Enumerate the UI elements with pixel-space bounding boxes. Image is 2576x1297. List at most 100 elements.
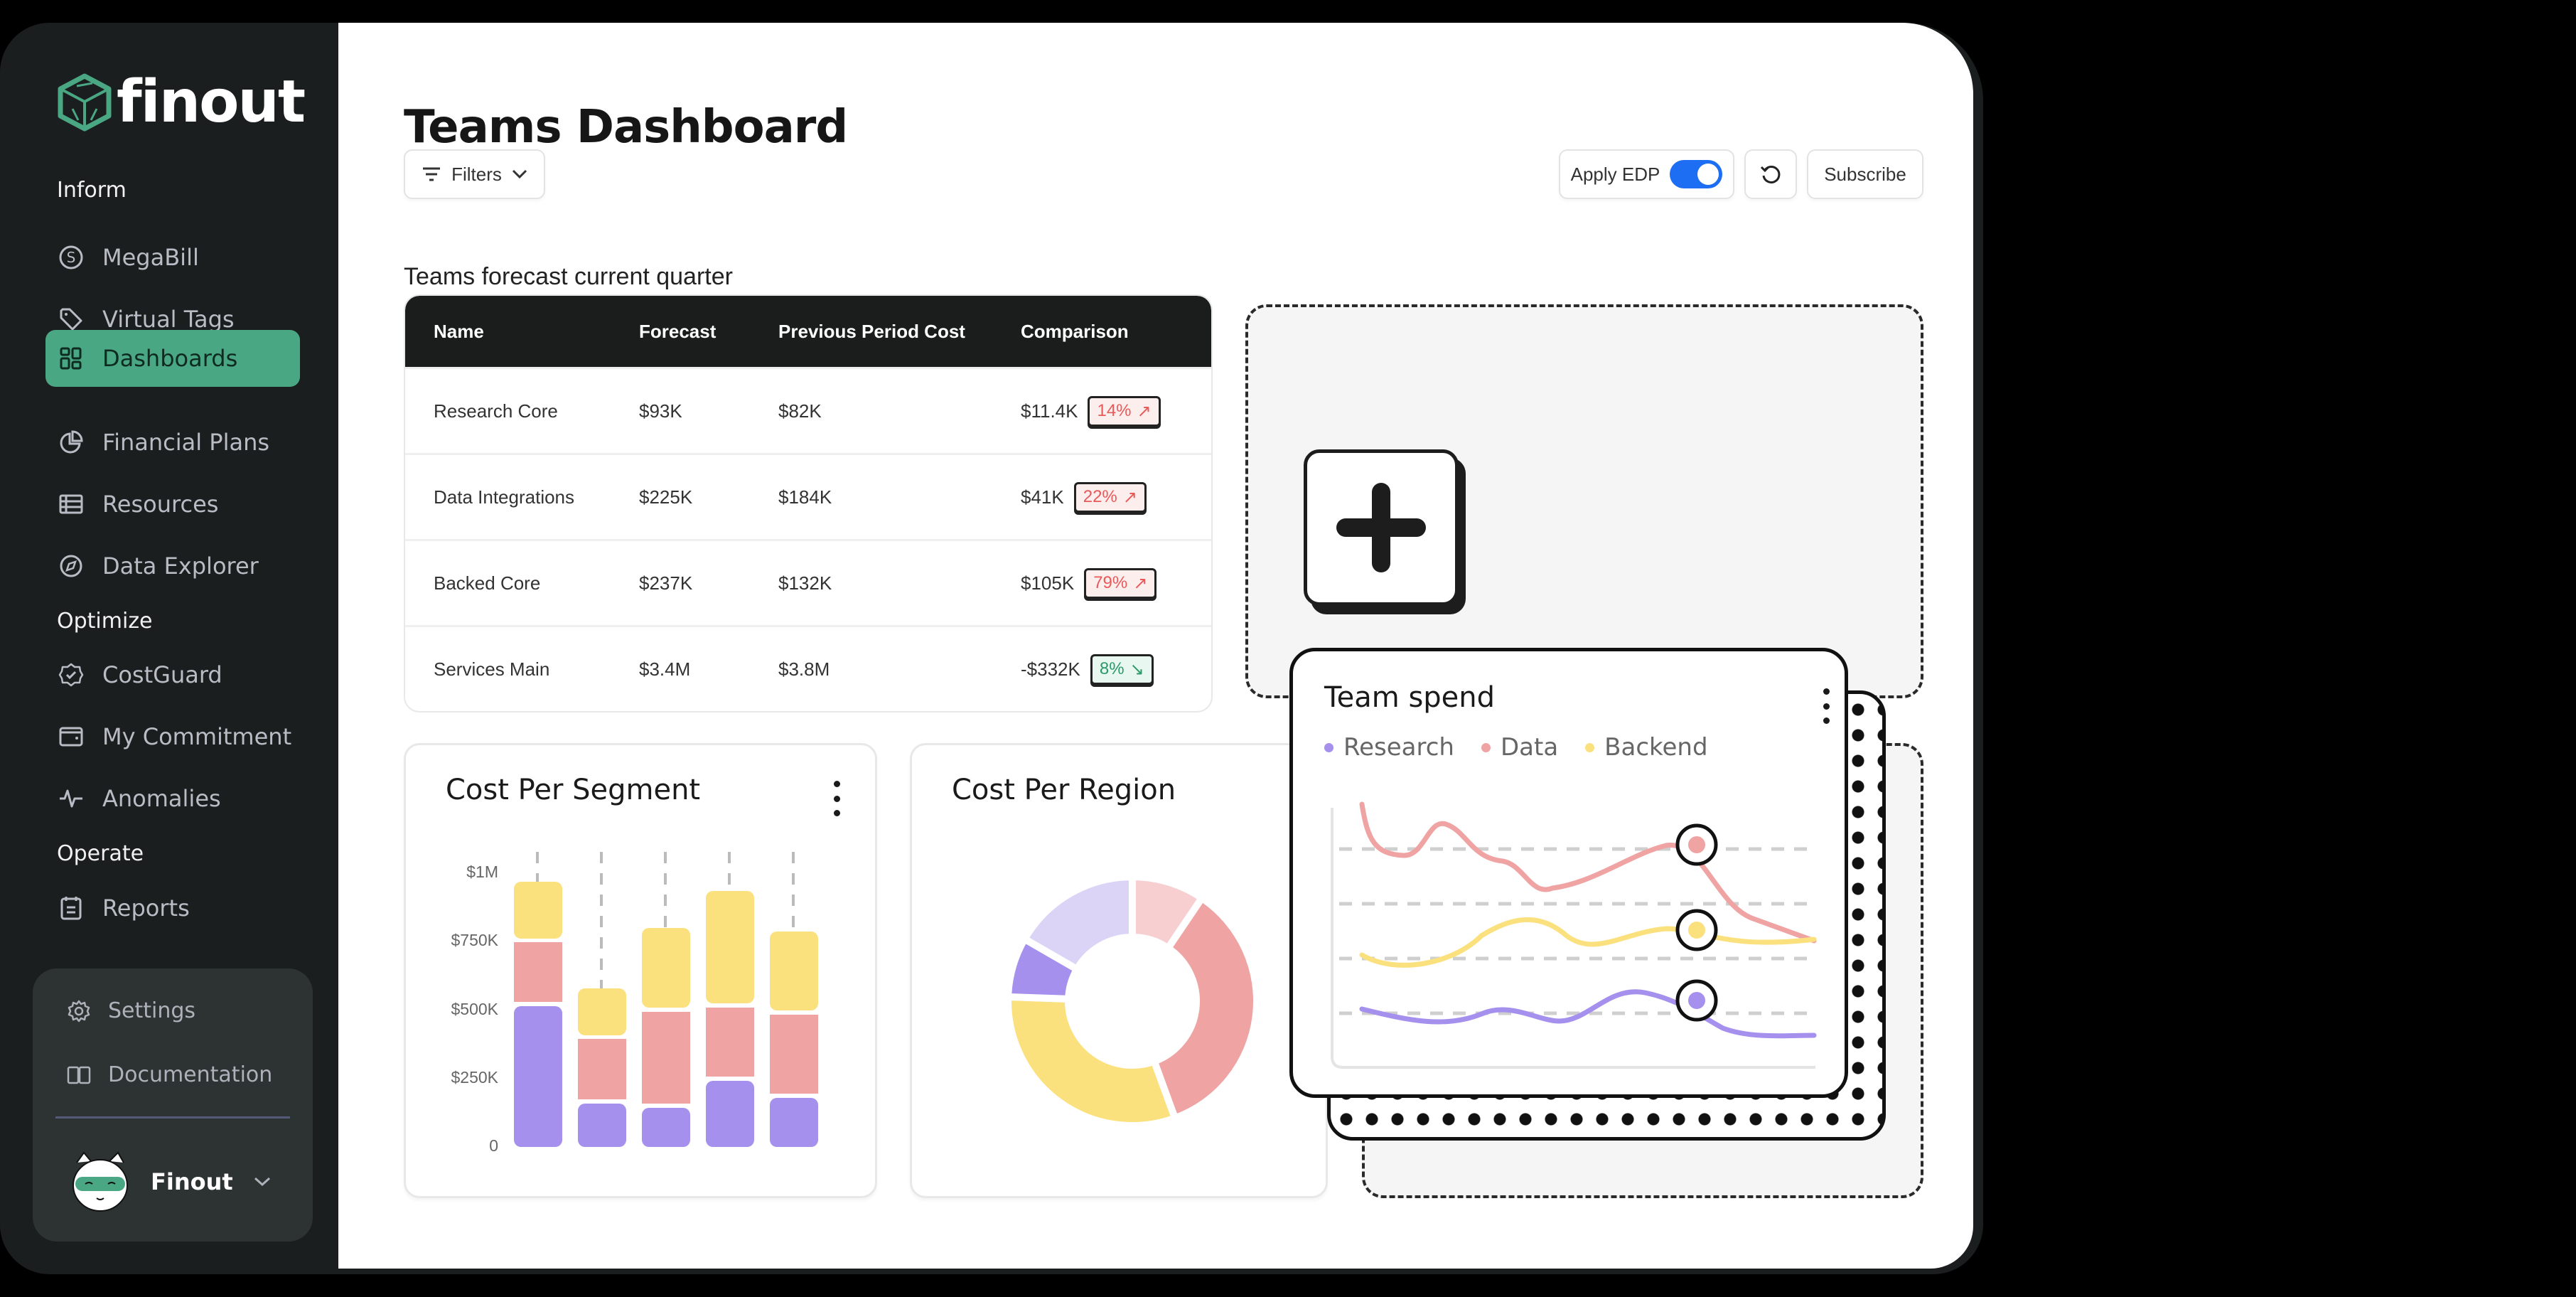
sidebar-item-financial-plans[interactable]: Financial Plans <box>45 414 300 471</box>
team-name: Data Integrations <box>434 486 575 508</box>
gear-icon <box>68 1000 90 1022</box>
sidebar-item-label: Resources <box>102 491 219 518</box>
column-header-comparison[interactable]: Comparison <box>1021 320 1129 342</box>
arrow-up-right-icon: ↗ <box>1137 401 1152 421</box>
sidebar-item-data-explorer[interactable]: Data Explorer <box>45 538 300 594</box>
sidebar-item-my-commitment[interactable]: My Commitment <box>45 708 300 765</box>
legend-item-research[interactable]: Research <box>1324 733 1454 762</box>
table-row[interactable]: Research Core $93K $82K $11.4K 14% ↗ <box>405 367 1211 453</box>
previous-value: $82K <box>778 400 822 422</box>
forecast-value: $93K <box>639 400 682 422</box>
forecast-value: $3.4M <box>639 658 691 680</box>
profile-menu[interactable]: Finout <box>70 1150 272 1214</box>
legend-item-data[interactable]: Data <box>1481 733 1558 762</box>
stacked-bar-chart: $1M $750K $500K $250K 0 <box>451 852 818 1155</box>
y-tick-250k: $250K <box>451 1068 498 1087</box>
column-header-previous[interactable]: Previous Period Cost <box>778 320 965 342</box>
column-header-name[interactable]: Name <box>434 320 484 342</box>
divider <box>55 1116 290 1119</box>
comparison-cell: $105K 79% ↗ <box>1021 567 1211 599</box>
arrow-up-right-icon: ↗ <box>1133 573 1148 593</box>
settings-link[interactable]: Settings <box>67 998 195 1023</box>
arrow-up-right-icon: ↗ <box>1122 487 1137 507</box>
sidebar-item-anomalies[interactable]: Anomalies <box>45 770 300 827</box>
settings-label: Settings <box>108 998 196 1023</box>
add-widget-button[interactable] <box>1304 449 1459 606</box>
y-tick-500k: $500K <box>451 1000 498 1018</box>
apply-edp-label: Apply EDP <box>1570 163 1660 185</box>
table-row[interactable]: Backed Core $237K $132K $105K 79% ↗ <box>405 539 1211 625</box>
card-title: Team spend <box>1324 681 1496 714</box>
highlight-markers <box>1675 823 1718 1022</box>
previous-value: $132K <box>778 572 832 594</box>
brand-name: finout <box>117 68 306 136</box>
forecast-section-title: Teams forecast current quarter <box>404 263 733 290</box>
sidebar-item-virtual-tags[interactable]: Virtual Tags <box>45 291 300 348</box>
sidebar-bottom-panel: Settings Documentation Finout <box>33 968 313 1242</box>
sidebar-item-reports[interactable]: Reports <box>45 880 300 936</box>
sidebar-item-costguard[interactable]: CostGuard <box>45 646 300 703</box>
sidebar-item-megabill[interactable]: S MegaBill <box>45 229 300 286</box>
forecast-value: $225K <box>639 486 693 508</box>
legend-item-backend[interactable]: Backend <box>1585 733 1708 762</box>
column-header-forecast[interactable]: Forecast <box>639 320 717 342</box>
badge-check-icon <box>57 661 85 689</box>
comparison-cell: $11.4K 14% ↗ <box>1021 395 1211 427</box>
filters-button[interactable]: Filters <box>404 149 545 199</box>
wallet-icon <box>57 722 85 751</box>
comparison-cell: -$332K 8% ↘ <box>1021 653 1211 685</box>
change-badge: 8% ↘ <box>1090 653 1154 685</box>
app-window: finout Inform S MegaBill Virtual Tags Da… <box>0 23 1983 1274</box>
main-content: Teams Dashboard Filters Apply EDP Subscr… <box>338 23 1973 1269</box>
page-title: Teams Dashboard <box>404 101 848 154</box>
filters-label: Filters <box>451 163 502 185</box>
legend-dot <box>1481 742 1491 752</box>
refresh-icon <box>1760 165 1781 183</box>
arrow-down-right-icon: ↘ <box>1129 659 1144 679</box>
subscribe-label: Subscribe <box>1824 163 1906 185</box>
sidebar-item-resources[interactable]: Resources <box>45 476 300 533</box>
chevron-down-icon <box>512 169 527 179</box>
legend-dot <box>1324 742 1333 752</box>
forecast-table: Name Forecast Previous Period Cost Compa… <box>404 294 1213 712</box>
table-row[interactable]: Services Main $3.4M $3.8M -$332K 8% ↘ <box>405 625 1211 711</box>
section-optimize: Optimize <box>57 609 153 634</box>
y-tick-0: 0 <box>489 1136 498 1155</box>
chart-legend: Research Data Backend <box>1324 733 1708 762</box>
sidebar-item-dashboards[interactable]: Dashboards <box>45 330 300 387</box>
team-name: Services Main <box>434 658 550 680</box>
list-table-icon <box>57 490 85 518</box>
pulse-icon <box>57 784 85 813</box>
change-pct: 8% <box>1099 659 1125 678</box>
donut-chart <box>1004 872 1260 1129</box>
documentation-link[interactable]: Documentation <box>67 1062 272 1087</box>
sidebar-item-label: Anomalies <box>102 785 221 812</box>
calendar-report-icon <box>57 894 85 922</box>
legend-dot <box>1585 742 1595 752</box>
brand-logo[interactable]: finout <box>57 68 306 136</box>
legend-label: Data <box>1500 733 1559 762</box>
card-menu-kebab-icon[interactable] <box>830 781 844 816</box>
team-name: Backed Core <box>434 572 541 594</box>
sidebar-item-label: CostGuard <box>102 661 222 688</box>
team-spend-line-chart <box>1331 801 1817 1069</box>
sidebar-item-label: Virtual Tags <box>102 306 235 333</box>
documentation-label: Documentation <box>108 1062 273 1087</box>
delta-value: $41K <box>1021 486 1064 508</box>
section-inform: Inform <box>57 178 127 203</box>
dollar-circle-icon: S <box>57 243 85 272</box>
previous-value: $184K <box>778 486 832 508</box>
apply-edp-toggle[interactable] <box>1670 160 1723 188</box>
previous-value: $3.8M <box>778 658 830 680</box>
delta-value: -$332K <box>1021 658 1080 680</box>
subscribe-button[interactable]: Subscribe <box>1807 149 1923 199</box>
change-badge: 22% ↗ <box>1073 481 1147 513</box>
legend-label: Research <box>1343 733 1454 762</box>
svg-text:S: S <box>67 249 76 266</box>
table-row[interactable]: Data Integrations $225K $184K $41K 22% ↗ <box>405 453 1211 539</box>
change-pct: 79% <box>1093 573 1128 592</box>
delta-value: $11.4K <box>1021 400 1078 422</box>
refresh-button[interactable] <box>1744 149 1797 199</box>
card-menu-kebab-icon[interactable] <box>1819 688 1833 724</box>
cost-per-segment-card: Cost Per Segment $1M $750K $500K $250K 0 <box>404 743 877 1198</box>
